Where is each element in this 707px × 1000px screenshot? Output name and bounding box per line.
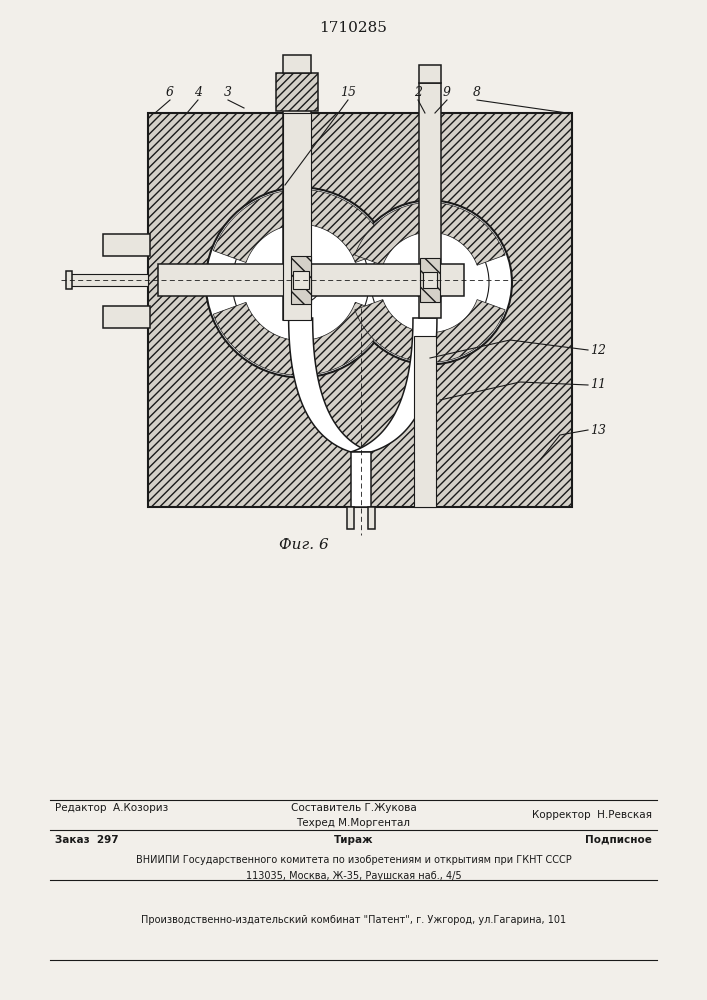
Polygon shape [214,189,388,263]
Bar [283,113,310,320]
Text: 113035, Москва, Ж-35, Раушская наб., 4/5: 113035, Москва, Ж-35, Раушская наб., 4/5 [246,871,461,881]
Bar [414,336,436,507]
Polygon shape [355,202,505,265]
Circle shape [232,214,369,351]
Text: Редактор  А.Козориз: Редактор А.Козориз [55,803,168,813]
Bar [71,274,148,286]
Bar [103,234,150,256]
Text: ВНИИПИ Государственного комитета по изобретениям и открытиям при ГКНТ СССР: ВНИИПИ Государственного комитета по изоб… [136,855,571,865]
Bar [420,258,440,302]
Text: Фиг. 6: Фиг. 6 [279,538,329,552]
Circle shape [412,264,448,300]
Bar [66,271,72,289]
Text: 6: 6 [166,87,174,100]
Text: Производственно-издательский комбинат "Патент", г. Ужгород, ул.Гагарина, 101: Производственно-издательский комбинат "П… [141,915,566,925]
Polygon shape [288,318,370,452]
Text: Подписное: Подписное [585,835,652,845]
Bar [283,73,310,320]
Circle shape [206,187,396,377]
Text: Составитель Г.Жукова: Составитель Г.Жукова [291,803,416,813]
Text: 8: 8 [473,87,481,100]
Bar [148,113,572,507]
Circle shape [371,223,489,341]
Text: 15: 15 [340,87,356,100]
Bar [419,83,441,318]
Text: 11: 11 [590,378,606,391]
Text: 3: 3 [224,87,232,100]
Text: Заказ  297: Заказ 297 [55,835,119,845]
Bar [103,306,150,328]
Text: 2: 2 [414,87,422,100]
Polygon shape [355,300,505,362]
Polygon shape [214,302,388,375]
Circle shape [280,262,322,303]
Bar [351,452,370,507]
Text: 4: 4 [194,87,202,100]
Polygon shape [351,318,437,452]
Bar [291,256,310,304]
Text: 12: 12 [590,344,606,357]
Bar [283,55,310,73]
Bar [158,264,464,296]
Text: Тираж: Тираж [334,835,373,845]
Bar [347,507,354,529]
Bar [276,73,317,111]
Text: Техред М.Моргентал: Техред М.Моргентал [296,818,411,828]
Bar [423,272,437,288]
Text: 1710285: 1710285 [320,21,387,35]
Text: 9: 9 [443,87,451,100]
Text: Корректор  Н.Ревская: Корректор Н.Ревская [532,810,652,820]
Circle shape [348,200,512,364]
Bar [419,65,441,83]
Text: 13: 13 [590,424,606,436]
Bar [368,507,375,529]
Bar [293,271,309,289]
